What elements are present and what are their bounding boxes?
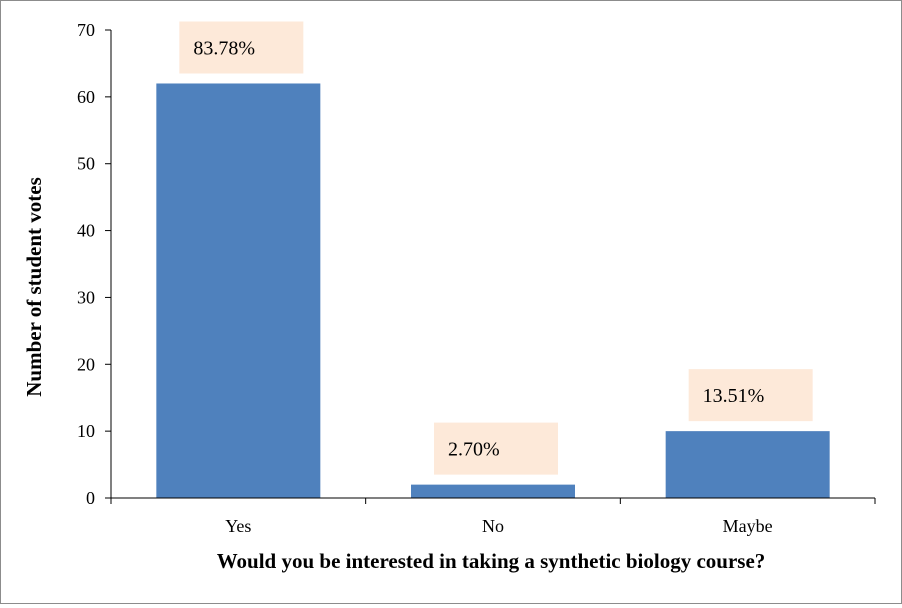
y-axis-title: Number of student votes <box>22 177 46 397</box>
x-category-label: Maybe <box>723 516 773 536</box>
bar-no <box>411 484 575 498</box>
y-tick-label: 70 <box>77 20 95 40</box>
y-tick-label: 30 <box>77 287 95 307</box>
bar-maybe <box>665 431 830 498</box>
data-label-box <box>434 422 558 475</box>
x-axis-categories: Yes No Maybe <box>110 498 876 536</box>
x-axis-title: Would you be interested in taking a synt… <box>217 549 766 573</box>
y-tick-label: 60 <box>77 87 95 107</box>
y-tick-label: 50 <box>77 154 95 174</box>
y-tick-label: 0 <box>86 488 95 508</box>
data-label: 83.78% <box>193 37 255 59</box>
data-label: 2.70% <box>448 439 500 461</box>
y-tick-label: 40 <box>77 221 95 241</box>
y-tick-label: 20 <box>77 354 95 374</box>
x-category-label: No <box>482 516 504 536</box>
data-labels: 83.78% 2.70% 13.51% <box>179 21 813 475</box>
bar-yes <box>156 83 321 498</box>
y-axis-ticks: 0 10 20 30 40 50 60 70 <box>77 20 111 508</box>
data-label: 13.51% <box>703 385 765 407</box>
data-label-box <box>688 369 813 422</box>
bars <box>156 83 830 498</box>
x-category-label: Yes <box>225 516 251 536</box>
data-label-box <box>179 21 304 74</box>
y-tick-label: 10 <box>77 421 95 441</box>
